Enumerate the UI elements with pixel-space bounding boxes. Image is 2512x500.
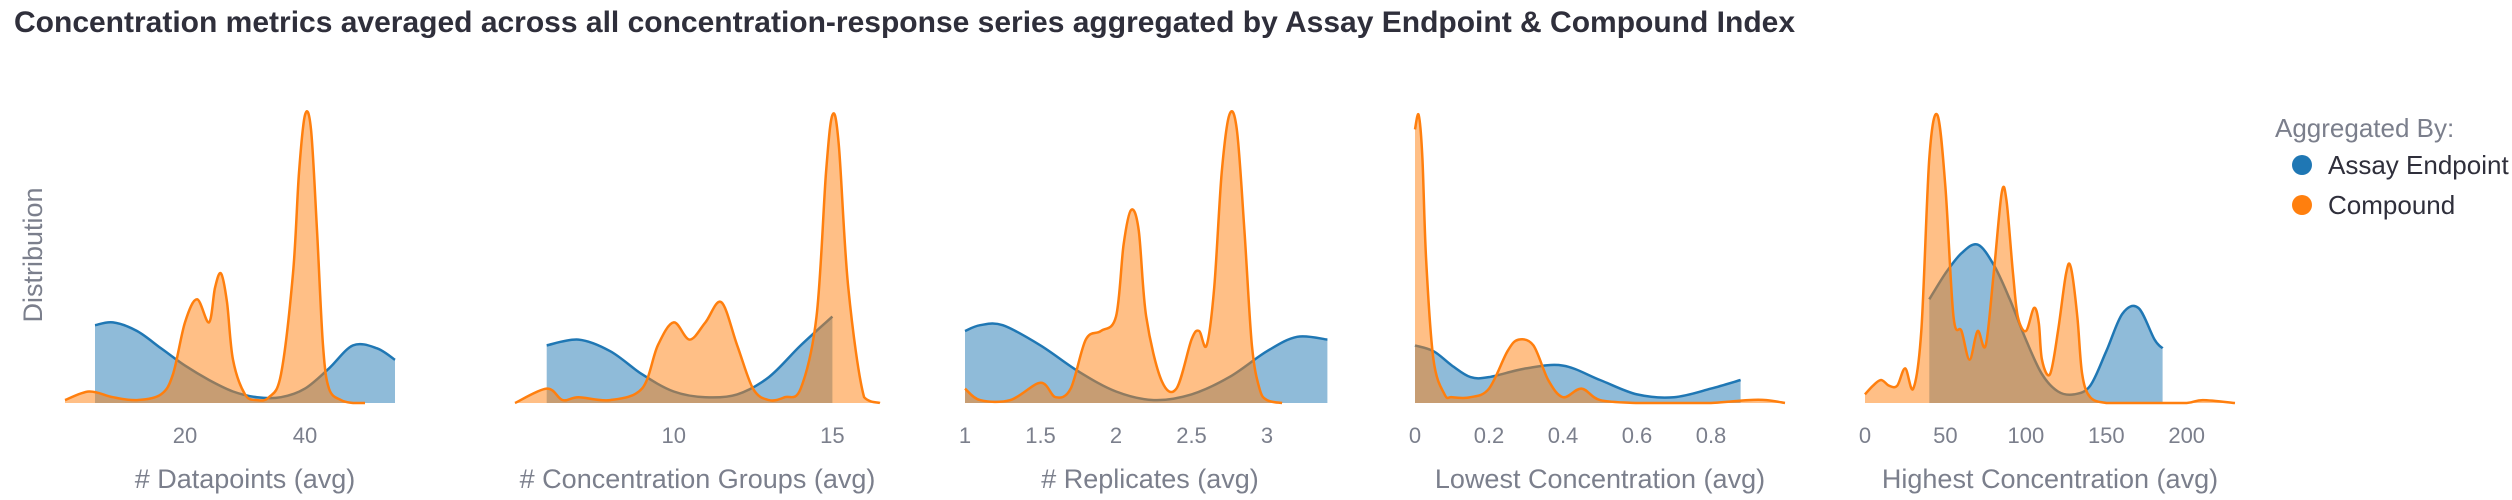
- x-tick-label: 20: [173, 423, 197, 448]
- x-tick-label: 0.2: [1474, 423, 1505, 448]
- x-axis-label: Highest Concentration (avg): [1882, 464, 2218, 494]
- x-axis-label: # Datapoints (avg): [135, 464, 356, 494]
- x-tick-label: 50: [1933, 423, 1957, 448]
- x-tick-label: 0.6: [1622, 423, 1653, 448]
- y-axis-label: Distribution: [18, 187, 48, 322]
- chart-title: Concentration metrics averaged across al…: [14, 6, 1796, 39]
- density-area-compound-4[interactable]: [1415, 114, 1785, 404]
- x-tick-label: 0.4: [1548, 423, 1579, 448]
- x-tick-label: 0: [1859, 423, 1871, 448]
- legend-label-compound[interactable]: Compound: [2328, 190, 2455, 220]
- x-tick-label: 0.8: [1696, 423, 1727, 448]
- legend: Aggregated By: Assay Endpoint Compound: [2275, 113, 2509, 220]
- x-tick-label: 150: [2088, 423, 2125, 448]
- density-line-compound-5: [1864, 112, 2236, 405]
- x-tick-label: 10: [661, 423, 685, 448]
- x-tick-label: 200: [2168, 423, 2205, 448]
- density-line-compound-4: [1413, 112, 1786, 405]
- x-tick-label: 2: [1110, 423, 1122, 448]
- x-tick-label: 100: [2008, 423, 2045, 448]
- legend-label-assay-endpoint[interactable]: Assay Endpoint: [2328, 150, 2509, 180]
- x-tick-label: 0: [1409, 423, 1421, 448]
- x-tick-label: 1: [959, 423, 971, 448]
- legend-marker-assay-endpoint[interactable]: [2292, 155, 2312, 175]
- x-axis-label: Lowest Concentration (avg): [1435, 464, 1765, 494]
- density-line-compound-2: [514, 112, 881, 405]
- density-line-assay-endpoint-4: [1414, 344, 1741, 399]
- density-line-compound-1: [64, 110, 365, 405]
- x-tick-label: 2.5: [1176, 423, 1207, 448]
- legend-title: Aggregated By:: [2275, 113, 2454, 143]
- density-area-compound-3[interactable]: [965, 111, 1283, 404]
- x-axis-label: # Concentration Groups (avg): [520, 464, 876, 494]
- chart-panels: 20 40# Datapoints (avg)10 15# Concentratio…: [64, 110, 2236, 494]
- legend-marker-compound[interactable]: [2292, 195, 2312, 215]
- density-area-assay-endpoint-1[interactable]: [95, 322, 395, 403]
- density-area-assay-endpoint-2[interactable]: [546, 316, 833, 403]
- x-tick-label: 40: [293, 423, 317, 448]
- x-tick-label: 15: [820, 423, 844, 448]
- density-area-compound-5[interactable]: [1865, 113, 2235, 403]
- x-axis-label: # Replicates (avg): [1041, 464, 1259, 494]
- density-area-compound-2[interactable]: [515, 113, 880, 403]
- x-tick-label: 3: [1261, 423, 1273, 448]
- x-tick-label: 1.5: [1025, 423, 1056, 448]
- density-area-compound-1[interactable]: [65, 111, 365, 404]
- density-line-compound-3: [964, 110, 1283, 405]
